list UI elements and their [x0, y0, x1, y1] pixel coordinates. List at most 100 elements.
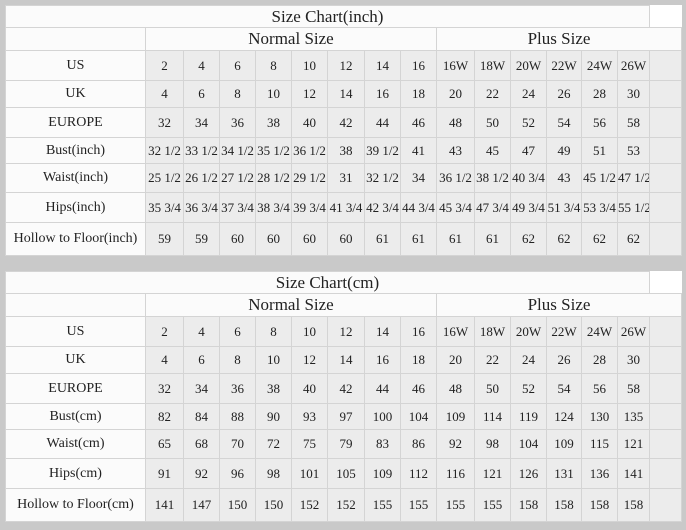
normal-size-header: Normal Size — [145, 27, 437, 51]
size-value-cell: 32 — [145, 373, 184, 404]
empty-cell — [649, 163, 682, 193]
size-value-cell: 158 — [581, 488, 618, 522]
size-value-cell: 10 — [291, 50, 328, 81]
size-value-cell: 49 — [546, 137, 582, 164]
empty-cell — [649, 222, 682, 256]
size-value-cell: 65 — [145, 429, 184, 459]
empty-cell — [649, 107, 682, 138]
size-value-cell: 36 1/2 — [291, 137, 328, 164]
size-value-cell: 39 3/4 — [291, 192, 328, 223]
size-value-cell: 61 — [400, 222, 437, 256]
row-label: UK — [5, 80, 146, 108]
size-value-cell: 131 — [546, 458, 582, 489]
size-value-cell: 20 — [436, 346, 475, 374]
size-value-cell: 115 — [581, 429, 618, 459]
size-value-cell: 36 1/2 — [436, 163, 475, 193]
table-row: UK 4 6 8 10 12 14 16 18 20 22 24 26 28 30 — [5, 346, 682, 374]
size-value-cell: 34 — [400, 163, 437, 193]
size-value-cell: 158 — [617, 488, 650, 522]
size-value-cell: 47 1/2 — [617, 163, 650, 193]
size-value-cell: 16W — [436, 50, 475, 81]
empty-cell — [649, 192, 682, 223]
size-value-cell: 54 — [546, 107, 582, 138]
row-label: US — [5, 50, 146, 81]
row-label: Bust(cm) — [5, 403, 146, 430]
size-value-cell: 93 — [291, 403, 328, 430]
plus-size-header: Plus Size — [436, 293, 682, 317]
size-value-cell: 4 — [145, 346, 184, 374]
size-value-cell: 14 — [327, 80, 365, 108]
chart-title: Size Chart(cm) — [5, 271, 650, 294]
size-value-cell: 92 — [183, 458, 220, 489]
size-value-cell: 60 — [255, 222, 292, 256]
size-value-cell: 38 — [255, 107, 292, 138]
size-value-cell: 48 — [436, 107, 475, 138]
size-table: Size Chart(cm) Normal Size Plus Size US 2 4 6 8… — [5, 271, 682, 522]
size-value-cell: 56 — [581, 373, 618, 404]
size-value-cell: 51 — [581, 137, 618, 164]
size-value-cell: 16 — [400, 50, 437, 81]
size-value-cell: 4 — [183, 316, 220, 347]
size-value-cell: 62 — [581, 222, 618, 256]
table-row: Hollow to Floor(cm) 141 147 150 150 152 152 155… — [5, 488, 682, 522]
size-value-cell: 24W — [581, 50, 618, 81]
size-value-cell: 32 1/2 — [364, 163, 401, 193]
size-value-cell: 44 — [364, 107, 401, 138]
size-value-cell: 75 — [291, 429, 328, 459]
size-value-cell: 6 — [219, 316, 256, 347]
size-value-cell: 58 — [617, 107, 650, 138]
size-value-cell: 8 — [255, 50, 292, 81]
row-label: Hips(inch) — [5, 192, 146, 223]
size-chart-inch: Size Chart(inch) Normal Size Plus Size US 2 4… — [5, 5, 682, 256]
row-label: Hollow to Floor(inch) — [5, 222, 146, 256]
size-value-cell: 18W — [474, 50, 511, 81]
size-value-cell: 155 — [400, 488, 437, 522]
empty-cell — [649, 458, 682, 489]
size-value-cell: 45 — [474, 137, 511, 164]
row-label: EUROPE — [5, 373, 146, 404]
size-value-cell: 35 1/2 — [255, 137, 292, 164]
size-value-cell: 28 — [581, 80, 618, 108]
table-row: US 2 4 6 8 10 12 14 16 16W 18W 20W 22W 24W 26W — [5, 316, 682, 347]
row-label: US — [5, 316, 146, 347]
size-value-cell: 46 — [400, 107, 437, 138]
size-value-cell: 26W — [617, 50, 650, 81]
size-value-cell: 42 — [327, 107, 365, 138]
size-value-cell: 90 — [255, 403, 292, 430]
size-value-cell: 22 — [474, 346, 511, 374]
empty-cell — [649, 346, 682, 374]
size-value-cell: 47 3/4 — [474, 192, 511, 223]
size-value-cell: 62 — [617, 222, 650, 256]
size-value-cell: 34 — [183, 107, 220, 138]
row-label: Hollow to Floor(cm) — [5, 488, 146, 522]
size-value-cell: 30 — [617, 80, 650, 108]
size-value-cell: 155 — [436, 488, 475, 522]
size-value-cell: 6 — [183, 80, 220, 108]
size-value-cell: 116 — [436, 458, 475, 489]
size-value-cell: 8 — [255, 316, 292, 347]
size-value-cell: 126 — [510, 458, 547, 489]
size-value-cell: 34 — [183, 373, 220, 404]
size-value-cell: 121 — [617, 429, 650, 459]
empty-cell — [649, 403, 682, 430]
size-value-cell: 28 — [581, 346, 618, 374]
table-row: Hollow to Floor(inch) 59 59 60 60 60 60 61 61 61 6… — [5, 222, 682, 256]
size-value-cell: 72 — [255, 429, 292, 459]
table-row: UK 4 6 8 10 12 14 16 18 20 22 24 26 28 30 — [5, 80, 682, 108]
size-value-cell: 150 — [219, 488, 256, 522]
size-value-cell: 18 — [400, 346, 437, 374]
size-value-cell: 4 — [183, 50, 220, 81]
size-value-cell: 18W — [474, 316, 511, 347]
size-value-cell: 109 — [364, 458, 401, 489]
empty-header-cell — [5, 27, 146, 51]
size-value-cell: 34 1/2 — [219, 137, 256, 164]
size-value-cell: 22W — [546, 316, 582, 347]
size-value-cell: 155 — [474, 488, 511, 522]
size-value-cell: 10 — [255, 80, 292, 108]
size-value-cell: 61 — [436, 222, 475, 256]
size-value-cell: 16 — [364, 346, 401, 374]
size-value-cell: 121 — [474, 458, 511, 489]
size-value-cell: 62 — [546, 222, 582, 256]
size-value-cell: 44 — [364, 373, 401, 404]
size-value-cell: 50 — [474, 107, 511, 138]
